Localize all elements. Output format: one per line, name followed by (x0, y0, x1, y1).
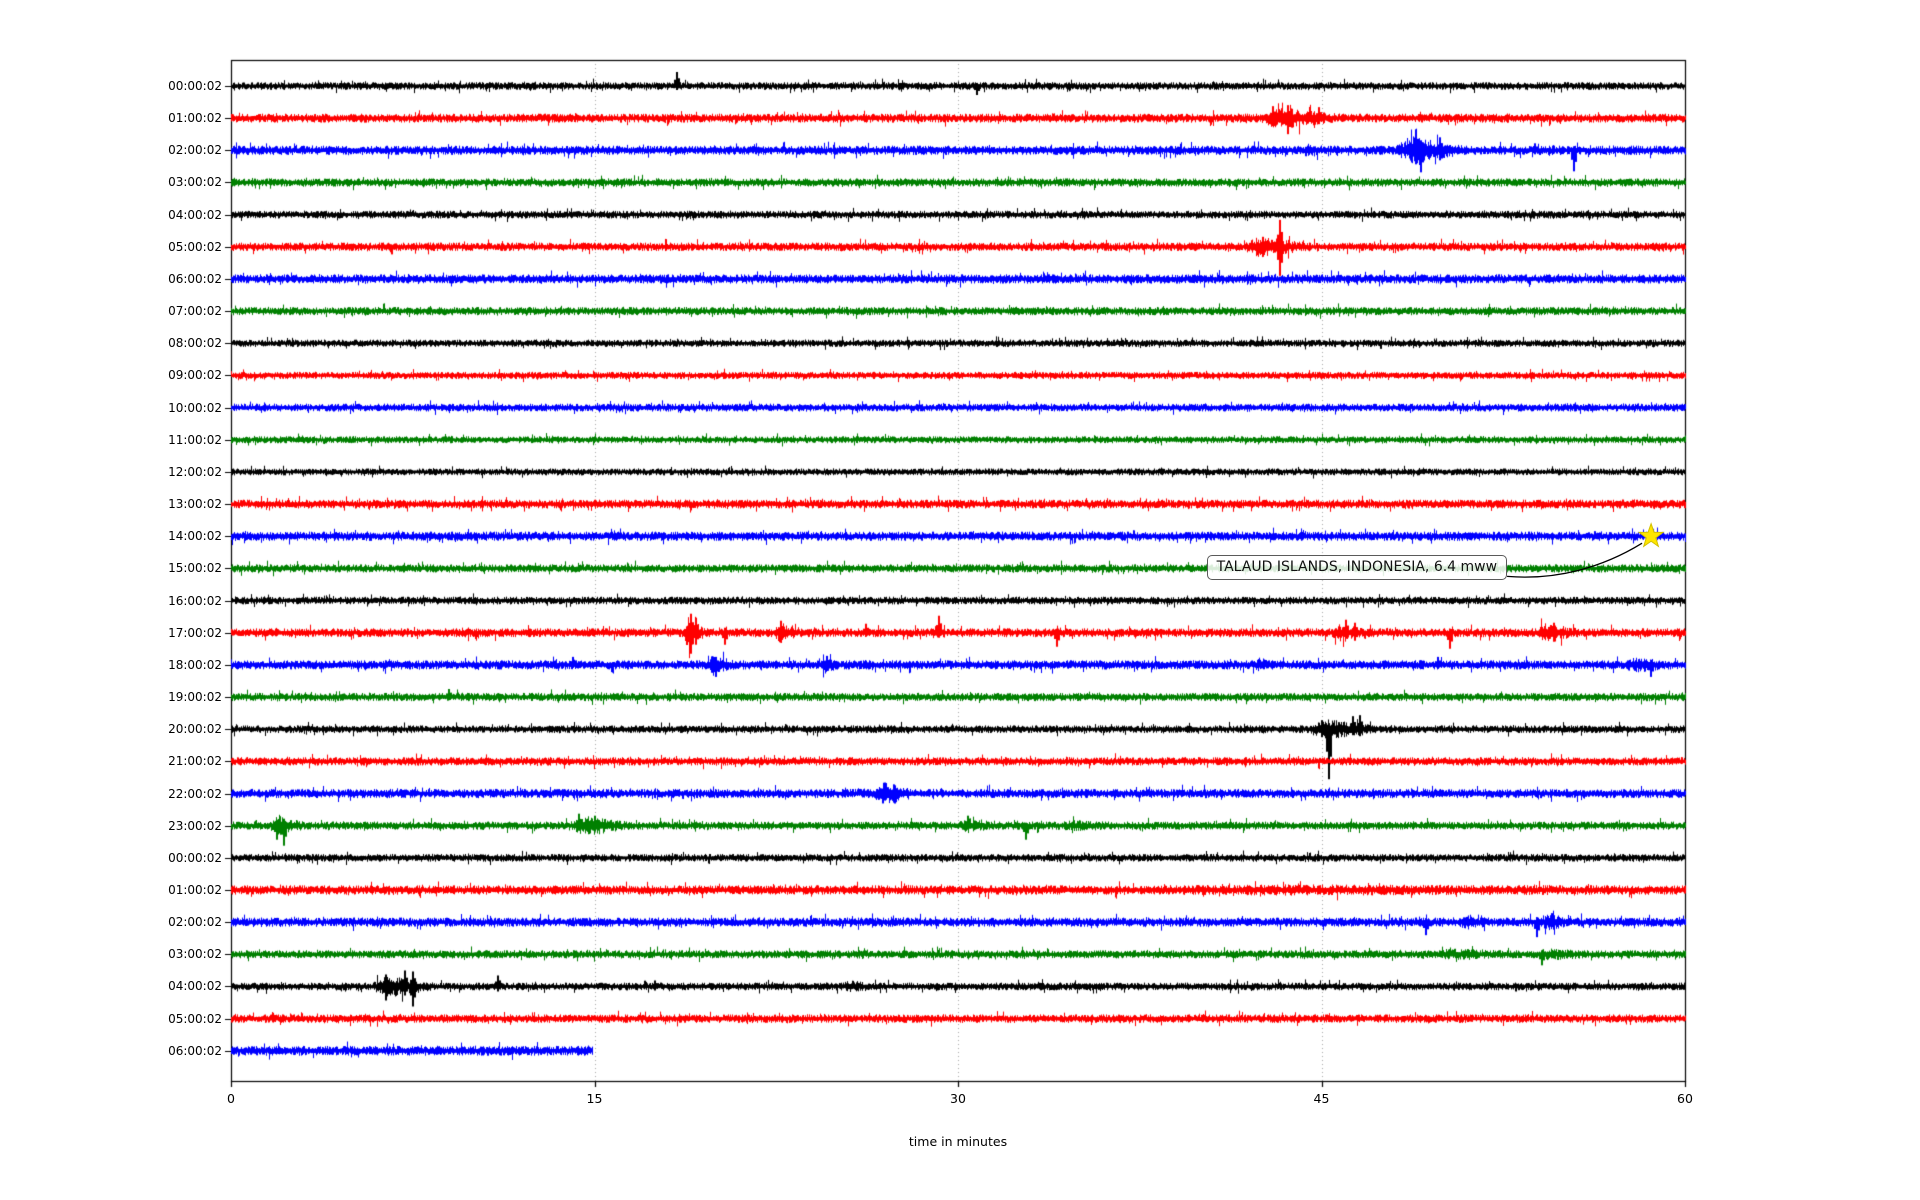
y-axis-label: 18:00:02 (168, 657, 222, 672)
y-axis-label: 07:00:02 (168, 304, 222, 319)
y-axis-label: 04:00:02 (168, 207, 222, 222)
x-axis-label: 15 (586, 1091, 603, 1106)
y-axis-label: 10:00:02 (168, 400, 222, 415)
x-axis-label: 60 (1677, 1091, 1693, 1106)
y-axis-label: 23:00:02 (168, 818, 222, 833)
y-axis-label: 16:00:02 (168, 593, 222, 608)
x-axis-title: time in minutes (908, 1134, 1008, 1149)
y-axis-label: 08:00:02 (168, 336, 222, 351)
y-axis-label: 20:00:02 (168, 722, 222, 737)
y-axis-label: 06:00:02 (168, 271, 222, 286)
y-axis-label: 04:00:02 (168, 979, 222, 994)
y-axis-label: 01:00:02 (168, 883, 222, 897)
y-axis-label: 05:00:02 (168, 239, 222, 254)
y-axis-label: 00:00:02 (168, 79, 222, 93)
y-axis-label: 03:00:02 (168, 947, 222, 962)
y-axis-label: 06:00:02 (168, 1043, 222, 1058)
y-axis-label: 19:00:02 (168, 690, 222, 705)
y-axis-label: 01:00:02 (168, 111, 222, 126)
y-axis-label: 12:00:02 (168, 464, 222, 479)
x-axis-label: 0 (227, 1091, 235, 1106)
y-axis-label: 09:00:02 (168, 368, 222, 383)
y-axis-label: 17:00:02 (168, 625, 222, 640)
event-annotation: TALAUD ISLANDS, INDONESIA, 6.4 mww (1206, 555, 1508, 581)
x-axis-label: 45 (1313, 1091, 1330, 1106)
y-axis-label: 00:00:02 (168, 850, 222, 865)
y-axis-label: 03:00:02 (168, 175, 222, 190)
y-axis-label: 11:00:02 (168, 432, 222, 447)
y-axis-label: 13:00:02 (168, 497, 222, 512)
y-axis-label: 02:00:02 (168, 143, 222, 158)
y-axis-label: 22:00:02 (168, 786, 222, 801)
y-axis-label: 05:00:02 (168, 1011, 222, 1026)
y-axis-label: 21:00:02 (168, 754, 222, 769)
y-axis-label: 14:00:02 (168, 529, 222, 544)
y-axis-label: 02:00:02 (168, 915, 222, 930)
x-axis-label: 30 (950, 1091, 966, 1106)
y-axis-label: 15:00:02 (168, 561, 222, 576)
